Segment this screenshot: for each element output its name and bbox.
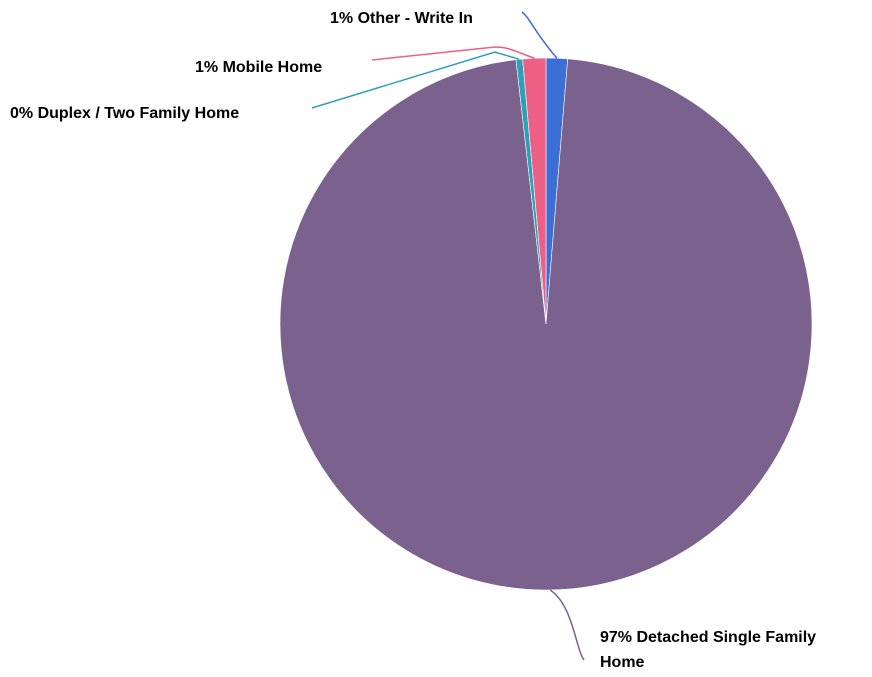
slice-label-mobile-home: 1% Mobile Home <box>195 59 322 76</box>
leader-line-mobile-home <box>371 46 535 61</box>
leader-line-detached-single-family-home <box>549 589 585 661</box>
slice-label-duplex-two-family-home: 0% Duplex / Two Family Home <box>10 105 239 122</box>
leader-line-other-write-in <box>521 11 558 59</box>
pie-slice-detached-single-family-home <box>279 58 813 591</box>
slice-labels: 1% Other - Write In 97% Detached Single F… <box>10 10 816 671</box>
pie-slices <box>279 57 813 591</box>
slice-label-detached-single-family-home: 97% Detached Single Family Home <box>600 629 816 671</box>
pie-slice-mobile-home <box>522 57 547 325</box>
slice-label-other-write-in: 1% Other - Write In <box>330 10 473 27</box>
leader-lines <box>311 11 585 661</box>
leader-line-duplex-two-family-home <box>311 51 520 109</box>
